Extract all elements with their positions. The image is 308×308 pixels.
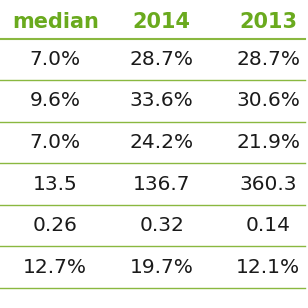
Text: 12.1%: 12.1% (236, 258, 300, 277)
Text: 28.7%: 28.7% (130, 50, 194, 69)
Text: 33.6%: 33.6% (130, 91, 193, 110)
Text: 0.14: 0.14 (245, 216, 290, 235)
Text: median: median (12, 12, 99, 32)
Text: 0.32: 0.32 (139, 216, 184, 235)
Text: 7.0%: 7.0% (30, 50, 81, 69)
Text: 24.2%: 24.2% (130, 133, 194, 152)
Text: 28.7%: 28.7% (236, 50, 300, 69)
Text: 19.7%: 19.7% (130, 258, 194, 277)
Text: 2013: 2013 (239, 12, 297, 32)
Text: 7.0%: 7.0% (30, 133, 81, 152)
Text: 136.7: 136.7 (133, 175, 190, 193)
Text: 12.7%: 12.7% (23, 258, 87, 277)
Text: 0.26: 0.26 (33, 216, 78, 235)
Text: 2014: 2014 (133, 12, 191, 32)
Text: 30.6%: 30.6% (236, 91, 300, 110)
Text: 360.3: 360.3 (239, 175, 297, 193)
Text: 9.6%: 9.6% (30, 91, 81, 110)
Text: 21.9%: 21.9% (236, 133, 300, 152)
Text: 13.5: 13.5 (33, 175, 78, 193)
